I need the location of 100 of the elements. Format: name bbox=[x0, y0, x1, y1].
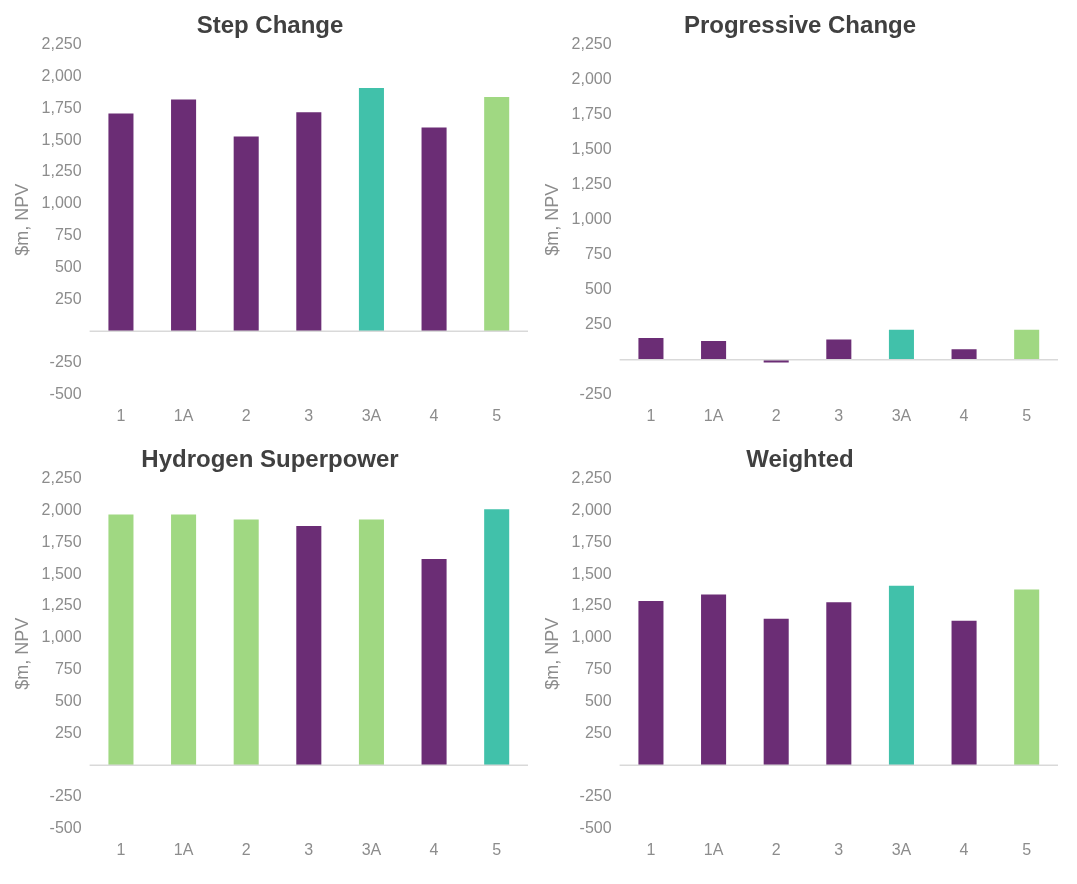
chart-title: Hydrogen Superpower bbox=[141, 445, 399, 473]
chart-title: Step Change bbox=[196, 11, 344, 39]
y-tick-label: 500 bbox=[584, 691, 612, 709]
y-tick-label: 2,250 bbox=[41, 35, 82, 53]
y-tick-label: 750 bbox=[54, 226, 82, 244]
y-tick-label: -500 bbox=[49, 819, 82, 837]
bar bbox=[888, 329, 914, 360]
bar bbox=[108, 514, 134, 766]
bar bbox=[358, 88, 384, 332]
x-tick-label: 3 bbox=[304, 406, 314, 424]
y-tick-label: 2,250 bbox=[41, 469, 82, 487]
y-tick-label: 500 bbox=[584, 280, 612, 298]
x-tick-label: 1A bbox=[173, 406, 194, 424]
bar bbox=[296, 525, 322, 766]
x-tick-label: 4 bbox=[429, 840, 439, 858]
bar bbox=[421, 558, 447, 766]
y-tick-label: 1,000 bbox=[41, 628, 82, 646]
x-tick-label: 3A bbox=[891, 840, 912, 858]
y-tick-label: 1,500 bbox=[571, 140, 612, 158]
bar bbox=[358, 519, 384, 766]
y-tick-label: 2,250 bbox=[571, 469, 612, 487]
bar bbox=[826, 339, 852, 360]
x-tick-label: 5 bbox=[492, 840, 502, 858]
y-tick-label: 750 bbox=[584, 245, 612, 263]
bar bbox=[951, 620, 977, 766]
y-tick-label: 1,750 bbox=[41, 532, 82, 550]
y-tick-label: 1,250 bbox=[571, 175, 612, 193]
y-tick-label: 750 bbox=[54, 660, 82, 678]
chart-title: Weighted bbox=[746, 445, 854, 473]
y-tick-label: 1,000 bbox=[571, 628, 612, 646]
y-tick-label: -250 bbox=[49, 787, 82, 805]
bar bbox=[108, 113, 134, 332]
y-tick-label: 250 bbox=[54, 723, 82, 741]
bar bbox=[484, 96, 510, 332]
x-tick-label: 3 bbox=[834, 406, 844, 424]
y-tick-label: 1,750 bbox=[571, 532, 612, 550]
bar bbox=[701, 594, 727, 766]
y-tick-label: 500 bbox=[54, 691, 82, 709]
y-tick-label: -250 bbox=[49, 353, 82, 371]
bar bbox=[484, 509, 510, 766]
x-tick-label: 2 bbox=[771, 840, 781, 858]
y-tick-label: 1,750 bbox=[41, 98, 82, 116]
x-tick-label: 1 bbox=[646, 406, 656, 424]
bar bbox=[951, 349, 977, 360]
y-tick-label: 2,000 bbox=[41, 67, 82, 85]
y-tick-label: 1,250 bbox=[41, 162, 82, 180]
y-tick-label: -500 bbox=[579, 819, 612, 837]
y-tick-label: 1,250 bbox=[571, 596, 612, 614]
x-tick-label: 1 bbox=[116, 406, 126, 424]
y-tick-label: 1,500 bbox=[41, 130, 82, 148]
y-tick-label: 250 bbox=[584, 315, 612, 333]
y-tick-label: 1,250 bbox=[41, 596, 82, 614]
y-tick-label: 1,000 bbox=[571, 210, 612, 228]
bar bbox=[888, 585, 914, 766]
x-tick-label: 1 bbox=[116, 840, 126, 858]
x-tick-label: 3 bbox=[304, 840, 314, 858]
bar bbox=[171, 99, 197, 332]
y-axis-title: $m, NPV bbox=[541, 183, 562, 256]
y-tick-label: 1,750 bbox=[571, 105, 612, 123]
bar bbox=[763, 618, 789, 766]
bar bbox=[826, 602, 852, 766]
bar bbox=[296, 112, 322, 332]
bar bbox=[233, 519, 259, 766]
x-tick-label: 1 bbox=[646, 840, 656, 858]
x-tick-label: 5 bbox=[492, 406, 502, 424]
y-tick-label: 500 bbox=[54, 257, 82, 275]
y-axis-title: $m, NPV bbox=[11, 617, 32, 690]
y-tick-label: 1,000 bbox=[41, 194, 82, 212]
bar bbox=[638, 600, 664, 766]
y-tick-label: 750 bbox=[584, 660, 612, 678]
x-tick-label: 3A bbox=[891, 406, 912, 424]
y-tick-label: 2,000 bbox=[571, 501, 612, 519]
y-tick-label: -250 bbox=[579, 787, 612, 805]
chart-title: Progressive Change bbox=[683, 11, 917, 39]
x-tick-label: 4 bbox=[959, 406, 969, 424]
y-tick-label: -250 bbox=[579, 385, 612, 403]
y-tick-label: 2,250 bbox=[571, 35, 612, 53]
y-tick-label: 250 bbox=[54, 289, 82, 307]
x-tick-label: 2 bbox=[241, 406, 251, 424]
y-tick-label: 2,000 bbox=[571, 70, 612, 88]
x-tick-label: 4 bbox=[429, 406, 439, 424]
y-tick-label: -500 bbox=[49, 385, 82, 403]
bar bbox=[171, 514, 197, 766]
bar bbox=[421, 127, 447, 332]
bar bbox=[233, 136, 259, 332]
x-tick-label: 3 bbox=[834, 840, 844, 858]
y-axis-title: $m, NPV bbox=[541, 617, 562, 690]
x-tick-label: 1A bbox=[173, 840, 194, 858]
y-tick-label: 2,000 bbox=[41, 501, 82, 519]
bar bbox=[701, 340, 727, 360]
x-tick-label: 3A bbox=[361, 406, 382, 424]
bar bbox=[1014, 589, 1040, 766]
x-tick-label: 4 bbox=[959, 840, 969, 858]
x-tick-label: 2 bbox=[241, 840, 251, 858]
bar bbox=[638, 338, 664, 360]
x-tick-label: 2 bbox=[771, 406, 781, 424]
x-tick-label: 5 bbox=[1022, 406, 1032, 424]
bar bbox=[1014, 329, 1040, 360]
x-tick-label: 1A bbox=[703, 406, 724, 424]
x-tick-label: 1A bbox=[703, 840, 724, 858]
